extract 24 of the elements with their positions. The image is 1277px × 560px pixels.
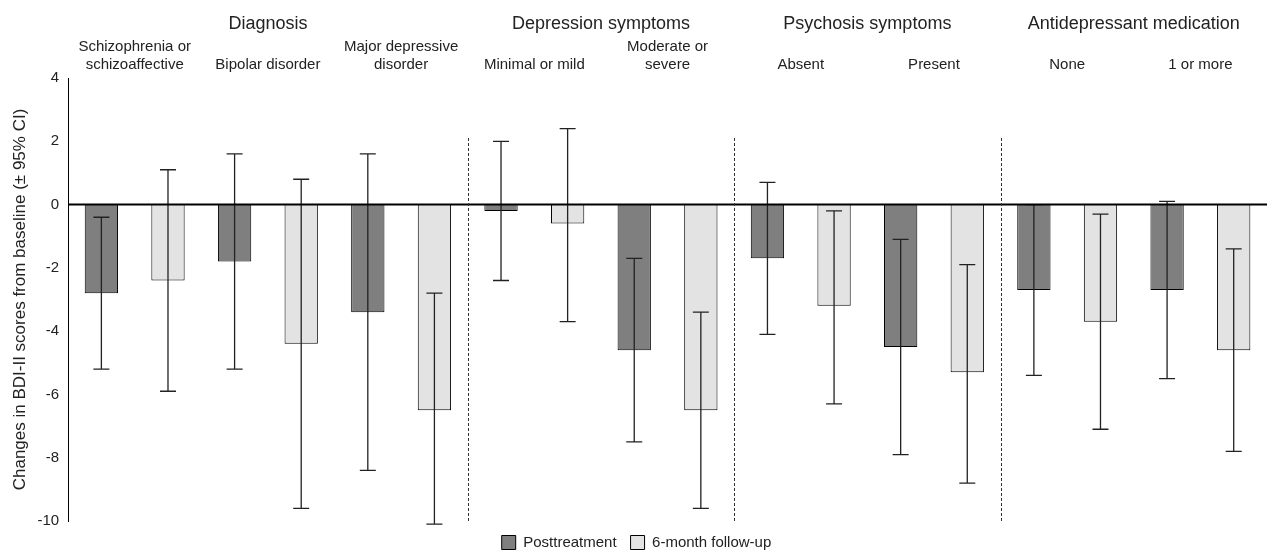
y-tick-label: -8 [45, 447, 60, 465]
text: Diagnosis [228, 12, 308, 33]
x-tick-label: Minimal or mild [483, 55, 585, 73]
legend-label: Posttreatment [523, 532, 618, 550]
text: Psychosis symptoms [783, 12, 952, 33]
y-tick-label: 4 [50, 68, 60, 86]
x-tick-label: Absent [777, 55, 825, 73]
y-axis-title: Changes in BDI-II scores from baseline (± 95% CI) [9, 108, 29, 491]
x-tick-label: Bipolar disorder [215, 55, 321, 73]
x-tick-label: Major depressive disorder [344, 37, 459, 73]
x-tick-label: Present [908, 55, 961, 73]
x-tick-label: 1 or more [1168, 55, 1233, 73]
legend-label: 6-month follow-up [652, 532, 772, 550]
y-tick-label: -10 [37, 511, 60, 529]
x-tick-label: Schizophrenia or schizoaffective [78, 37, 191, 73]
text: Antidepressant medication [1027, 12, 1240, 33]
x-tick-label: Moderate or severe [627, 37, 708, 73]
text: Depression symptoms [511, 12, 690, 33]
y-tick-label: -4 [45, 321, 60, 339]
y-tick-label: 0 [50, 194, 60, 212]
y-tick-label: -6 [45, 384, 60, 402]
x-tick-label: None [1049, 55, 1086, 73]
y-tick-label: 2 [50, 131, 60, 149]
y-tick-label: -2 [45, 258, 60, 275]
